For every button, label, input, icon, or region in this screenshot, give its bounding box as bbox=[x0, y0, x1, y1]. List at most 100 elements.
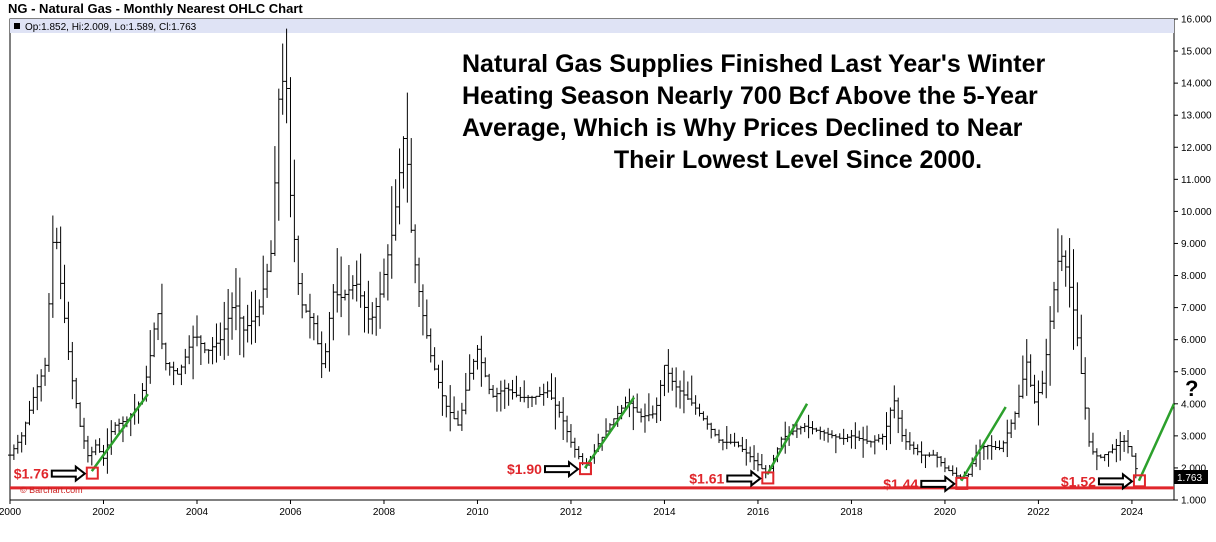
ohlc-bar bbox=[307, 293, 312, 339]
ohlc-bar bbox=[1122, 434, 1127, 452]
ohlc-bar bbox=[697, 403, 702, 417]
ohlc-bar bbox=[8, 448, 12, 457]
ohlc-bar bbox=[833, 433, 838, 454]
ohlc-bar bbox=[826, 427, 831, 443]
ohlc-bar bbox=[530, 395, 535, 407]
ohlc-bar bbox=[572, 437, 577, 458]
ohlc-bar bbox=[58, 226, 63, 300]
ohlc-bar bbox=[354, 260, 359, 302]
ohlc-bar bbox=[701, 411, 706, 421]
ohlc-bar bbox=[315, 315, 320, 345]
ohlc-bar bbox=[911, 441, 916, 455]
ohlc-bar bbox=[471, 358, 476, 380]
ohlc-bar bbox=[93, 439, 98, 456]
ohlc-bar bbox=[327, 311, 332, 372]
ohlc-bar bbox=[639, 408, 644, 423]
ohlc-bar bbox=[900, 410, 905, 442]
y-tick-label: 3.000 bbox=[1181, 431, 1206, 442]
y-tick-label: 14.000 bbox=[1181, 79, 1212, 90]
ohlc-bar bbox=[35, 374, 40, 411]
ohlc-bar bbox=[82, 417, 87, 449]
ohlc-bar bbox=[1090, 432, 1095, 455]
ohlc-bar bbox=[931, 449, 936, 456]
ohlc-bar bbox=[814, 427, 819, 433]
ohlc-bar bbox=[85, 435, 90, 463]
trendline bbox=[90, 393, 149, 472]
ohlc-bar bbox=[448, 385, 453, 432]
ohlc-bar bbox=[989, 435, 994, 460]
ohlc-bar bbox=[319, 331, 324, 379]
ohlc-bar bbox=[1016, 384, 1021, 418]
ohlc-bar bbox=[545, 381, 550, 398]
ohlc-bar bbox=[950, 465, 955, 476]
chart-title: NG - Natural Gas - Monthly Nearest OHLC … bbox=[8, 1, 303, 16]
ohlc-bar bbox=[798, 425, 803, 435]
ohlc-bar bbox=[179, 364, 184, 386]
ohlc-bar bbox=[475, 345, 480, 370]
ohlc-bar bbox=[39, 369, 44, 402]
ohlc-bar bbox=[565, 415, 570, 443]
headline-line-3: Average, Which is Why Prices Declined to… bbox=[462, 114, 1023, 142]
ohlc-bar bbox=[265, 263, 270, 298]
ohlc-bar bbox=[1114, 438, 1119, 463]
ohlc-bar bbox=[615, 405, 620, 427]
ohlc-bar bbox=[366, 280, 371, 334]
ohlc-bar bbox=[1063, 250, 1068, 287]
ohlc-bar bbox=[109, 420, 114, 455]
bottom-marker bbox=[578, 462, 592, 476]
ohlc-bar bbox=[748, 446, 753, 463]
ohlc-bar bbox=[880, 433, 885, 445]
ohlc-bar bbox=[280, 43, 285, 115]
bottom-callout: $1.44 bbox=[883, 474, 969, 493]
ohlc-bar bbox=[417, 257, 422, 307]
ohlc-bar bbox=[755, 452, 760, 472]
ohlc-bar bbox=[537, 386, 542, 398]
trendline bbox=[960, 406, 1007, 482]
ohlc-bar bbox=[455, 410, 460, 426]
y-tick-label: 4.000 bbox=[1181, 399, 1206, 410]
x-tick-label: 2002 bbox=[92, 507, 115, 518]
ohlc-bar bbox=[1059, 235, 1064, 272]
ohlc-bar bbox=[896, 397, 901, 434]
ohlc-bar bbox=[1083, 357, 1088, 420]
arrow-icon bbox=[1097, 472, 1134, 491]
y-tick-label: 6.000 bbox=[1181, 335, 1206, 346]
ohlc-bar bbox=[997, 440, 1002, 451]
ohlc-bar bbox=[491, 384, 496, 398]
x-axis: 2000 2002 2004 2006 2008 2010 2012 2014 2016 2018… bbox=[0, 500, 1143, 518]
ohlc-bar bbox=[54, 227, 59, 250]
y-axis: 1.000 2.000 3.000 4.000 5.000 6.000 7.000 8.000… bbox=[1174, 15, 1212, 507]
x-tick-label: 2000 bbox=[0, 507, 22, 518]
ohlc-bar bbox=[1079, 314, 1084, 375]
ohlc-bar bbox=[210, 337, 215, 365]
ohlc-bar bbox=[296, 235, 301, 295]
ohlc-bar bbox=[428, 328, 433, 363]
ohlc-bar bbox=[459, 402, 464, 431]
ohlc-bar bbox=[436, 364, 441, 389]
arrow-icon bbox=[726, 469, 762, 488]
ohlc-bar bbox=[381, 258, 386, 298]
x-tick-label: 2012 bbox=[560, 507, 583, 518]
ohlc-bar bbox=[1098, 454, 1103, 459]
y-tick-label: 10.000 bbox=[1181, 207, 1212, 218]
ohlc-bar bbox=[892, 385, 897, 419]
ohlc-bar bbox=[226, 288, 231, 356]
ohlc-bar bbox=[678, 380, 683, 409]
bottom-callout: $1.52 bbox=[1061, 472, 1146, 491]
ohlc-bar bbox=[424, 299, 429, 339]
trendline bbox=[766, 403, 809, 475]
ohlc-bar bbox=[923, 454, 928, 469]
ohlc-bar bbox=[152, 322, 157, 358]
ohlc-bar bbox=[927, 452, 932, 458]
ohlc-bar bbox=[568, 424, 573, 448]
ohlc-bar bbox=[15, 434, 20, 454]
headline-line-1: Natural Gas Supplies Finished Last Year'… bbox=[462, 50, 1046, 78]
ohlc-bar bbox=[744, 439, 749, 466]
ohlc-bar bbox=[183, 348, 188, 375]
y-tick-label: 9.000 bbox=[1181, 239, 1206, 250]
ohlc-bar bbox=[732, 432, 737, 447]
ohlc-bar bbox=[218, 322, 223, 356]
x-tick-label: 2010 bbox=[466, 507, 489, 518]
y-tick-label: 5.000 bbox=[1181, 367, 1206, 378]
